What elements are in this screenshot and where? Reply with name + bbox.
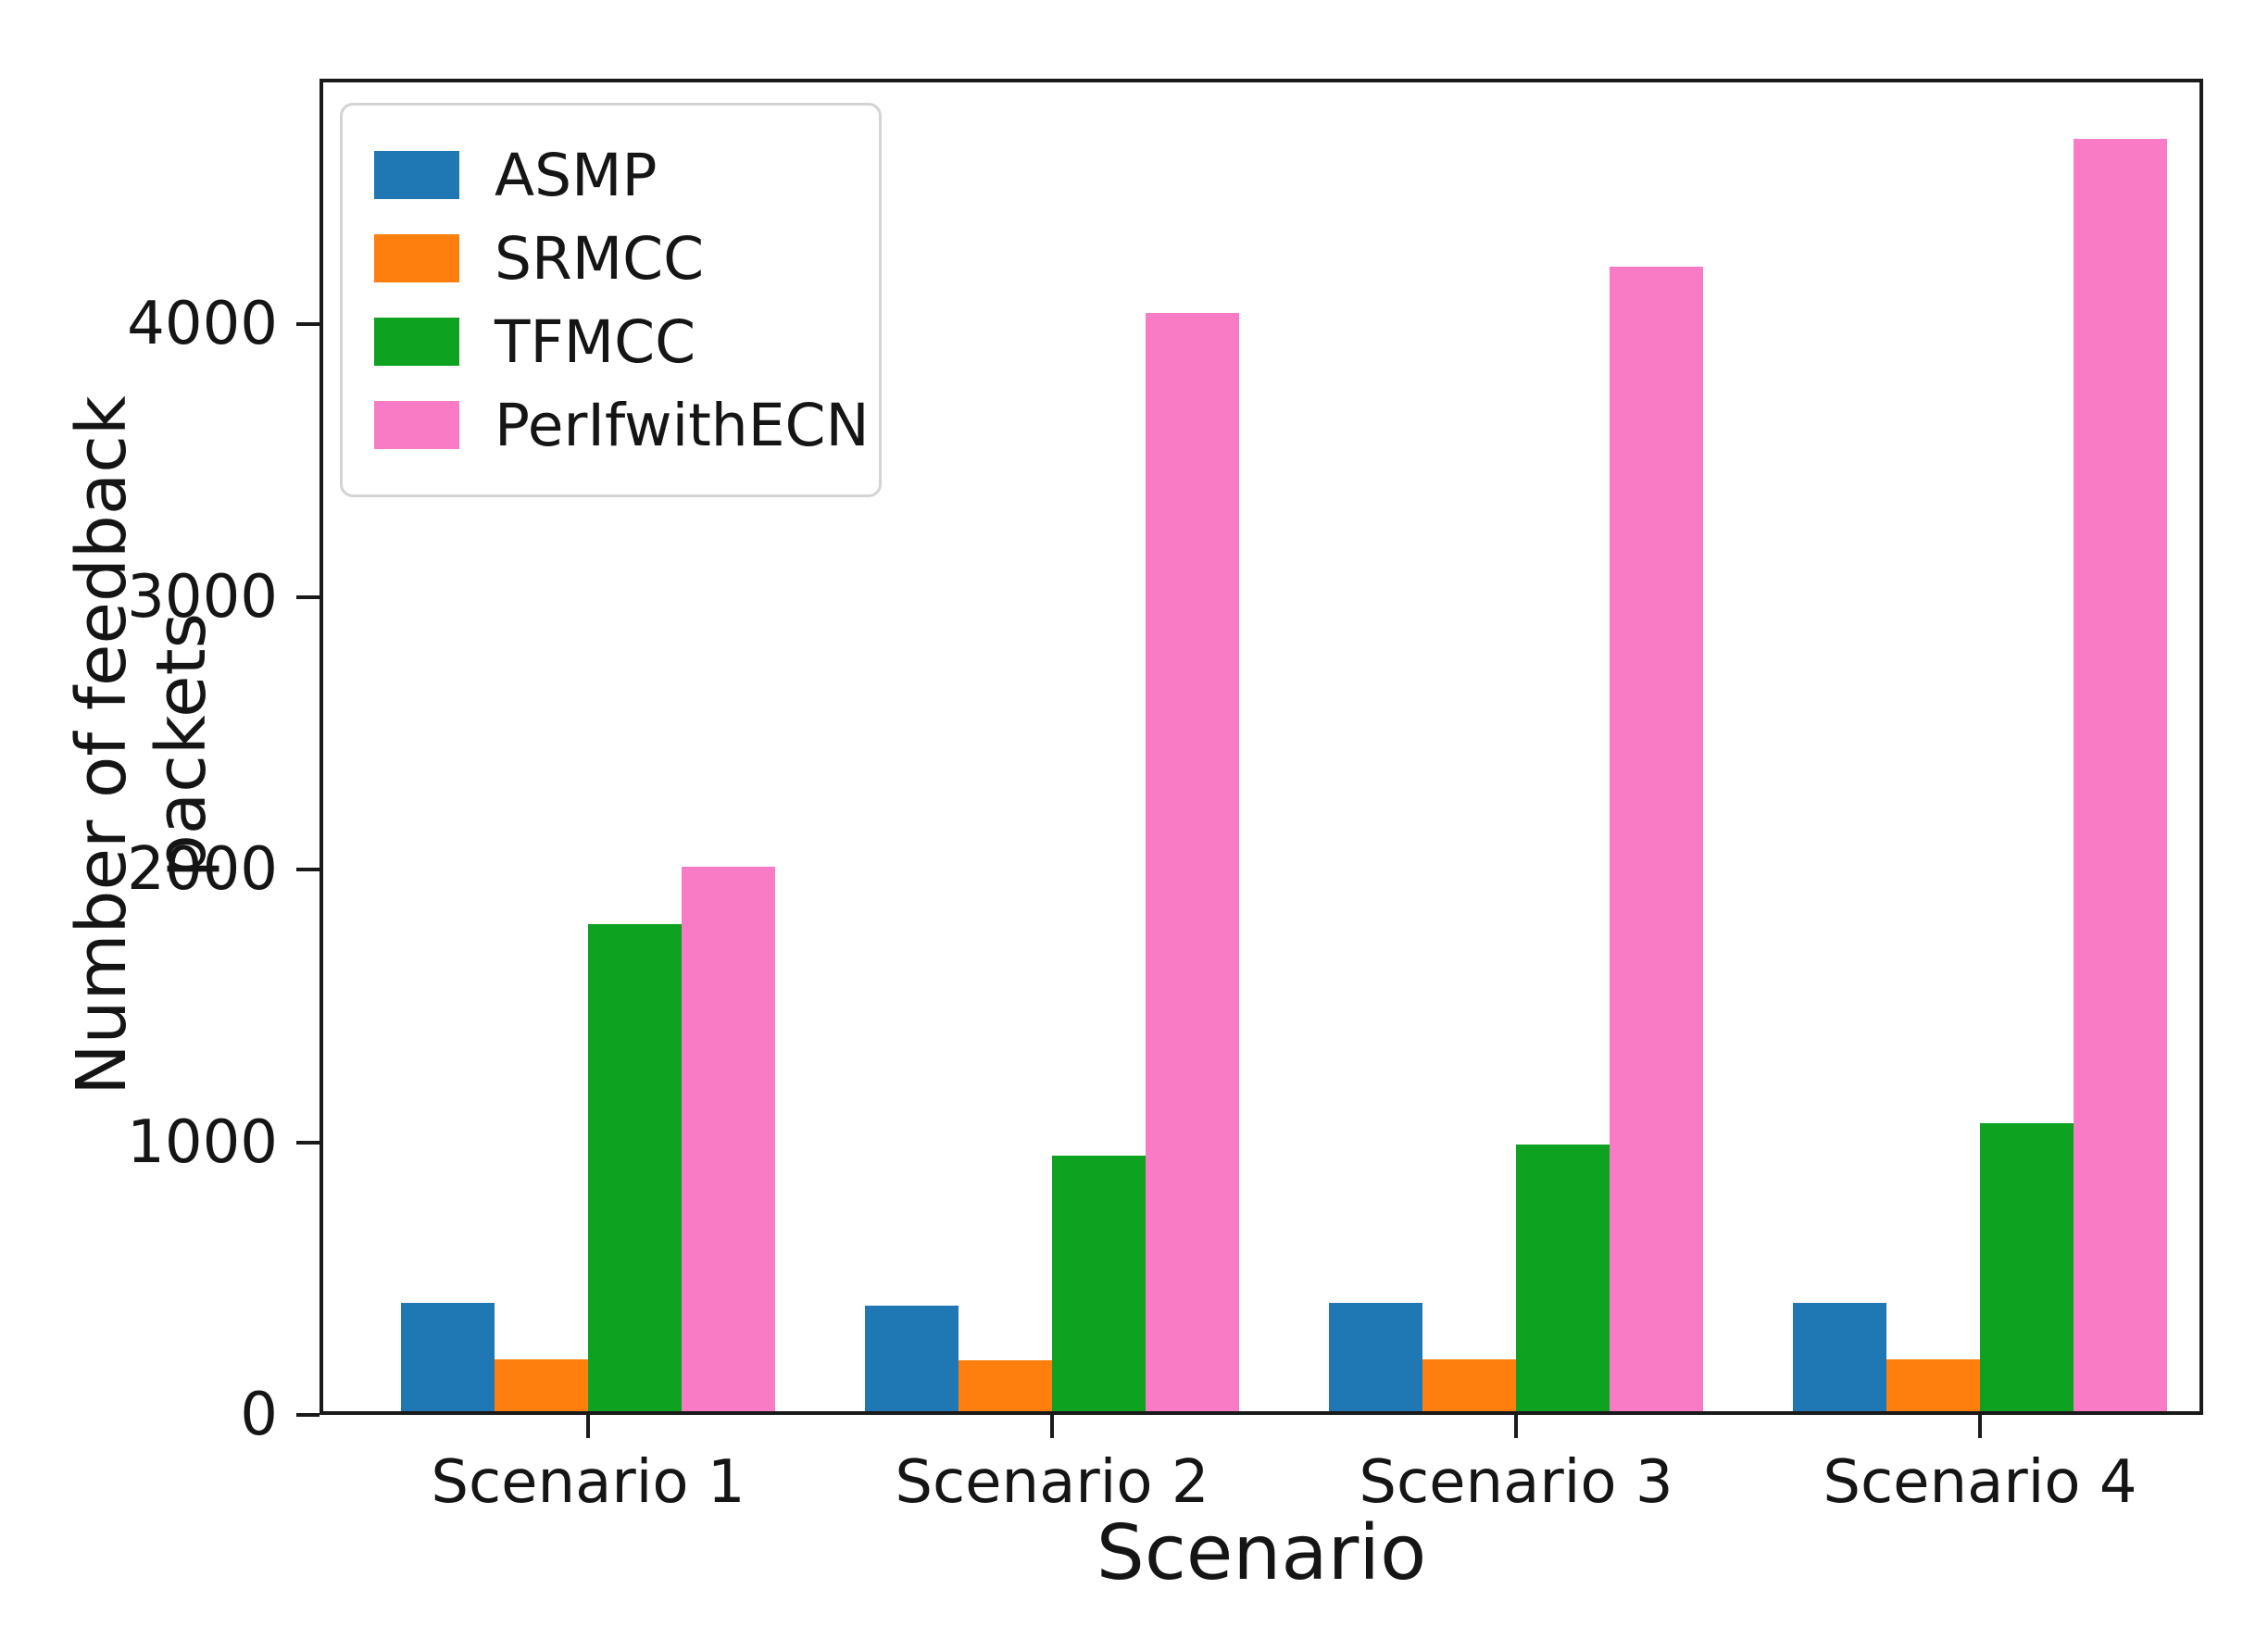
- y-tick-label-4000: 4000: [127, 290, 278, 359]
- bar-srmcc-scenario-1: [495, 1359, 588, 1415]
- y-tick-mark-4000: [296, 322, 320, 327]
- y-tick-mark-1000: [296, 1140, 320, 1145]
- bar-tfmcc-scenario-4: [1980, 1123, 2074, 1415]
- legend-label-perifwithecn: PerIfwithECN: [495, 391, 870, 459]
- y-axis-label: Number of feedback packets: [62, 395, 221, 1095]
- legend-label-srmcc: SRMCC: [495, 224, 705, 293]
- x-tick-label-scenario-3: Scenario 3: [1359, 1448, 1673, 1517]
- bar-srmcc-scenario-4: [1886, 1359, 1980, 1415]
- x-axis-label: Scenario: [1096, 1509, 1427, 1597]
- bar-asmp-scenario-1: [401, 1303, 495, 1415]
- x-tick-mark-scenario-1: [586, 1415, 590, 1438]
- y-tick-label-0: 0: [240, 1381, 278, 1449]
- bar-tfmcc-scenario-1: [588, 924, 682, 1415]
- bar-asmp-scenario-2: [865, 1306, 959, 1415]
- bar-srmcc-scenario-2: [959, 1360, 1052, 1415]
- x-tick-mark-scenario-3: [1514, 1415, 1518, 1438]
- x-tick-mark-scenario-4: [1978, 1415, 1982, 1438]
- legend-swatch-asmp: [374, 151, 459, 199]
- y-tick-label-1000: 1000: [127, 1107, 278, 1177]
- x-axis-line: [320, 1411, 2203, 1415]
- x-tick-label-scenario-1: Scenario 1: [431, 1448, 746, 1517]
- y-tick-mark-3000: [296, 594, 320, 599]
- bar-perifwithecn-scenario-2: [1146, 313, 1239, 1415]
- bar-tfmcc-scenario-3: [1516, 1145, 1610, 1415]
- bar-perifwithecn-scenario-1: [682, 867, 775, 1415]
- bar-srmcc-scenario-3: [1422, 1359, 1516, 1415]
- legend-swatch-tfmcc: [374, 318, 459, 366]
- y-tick-mark-2000: [296, 868, 320, 872]
- bar-perifwithecn-scenario-3: [1610, 267, 1703, 1415]
- y-tick-label-2000: 2000: [127, 835, 278, 905]
- plot-area: ASMP SRMCC TFMCC PerIfwithECN: [320, 79, 2203, 1415]
- legend-swatch-srmcc: [374, 234, 459, 282]
- left-spine: [320, 79, 323, 1415]
- y-tick-label-3000: 3000: [127, 562, 278, 632]
- y-tick-mark-0: [296, 1413, 320, 1417]
- legend-label-tfmcc: TFMCC: [495, 307, 696, 376]
- legend-item-tfmcc: TFMCC: [374, 300, 847, 383]
- legend-item-perifwithecn: PerIfwithECN: [374, 383, 870, 467]
- legend-swatch-perifwithecn: [374, 401, 459, 449]
- legend: ASMP SRMCC TFMCC PerIfwithECN: [340, 103, 882, 497]
- bars-layer: [320, 79, 2203, 1415]
- legend-item-srmcc: SRMCC: [374, 217, 847, 300]
- x-tick-label-scenario-2: Scenario 2: [895, 1448, 1209, 1517]
- top-spine: [320, 79, 2203, 82]
- bar-asmp-scenario-3: [1329, 1303, 1422, 1415]
- x-tick-label-scenario-4: Scenario 4: [1823, 1448, 2137, 1517]
- x-tick-mark-scenario-2: [1050, 1415, 1054, 1438]
- bar-perifwithecn-scenario-4: [2074, 139, 2167, 1415]
- legend-item-asmp: ASMP: [374, 133, 847, 217]
- bar-tfmcc-scenario-2: [1052, 1156, 1146, 1415]
- legend-label-asmp: ASMP: [495, 141, 658, 209]
- bar-asmp-scenario-4: [1793, 1303, 1886, 1415]
- right-spine: [2199, 79, 2203, 1415]
